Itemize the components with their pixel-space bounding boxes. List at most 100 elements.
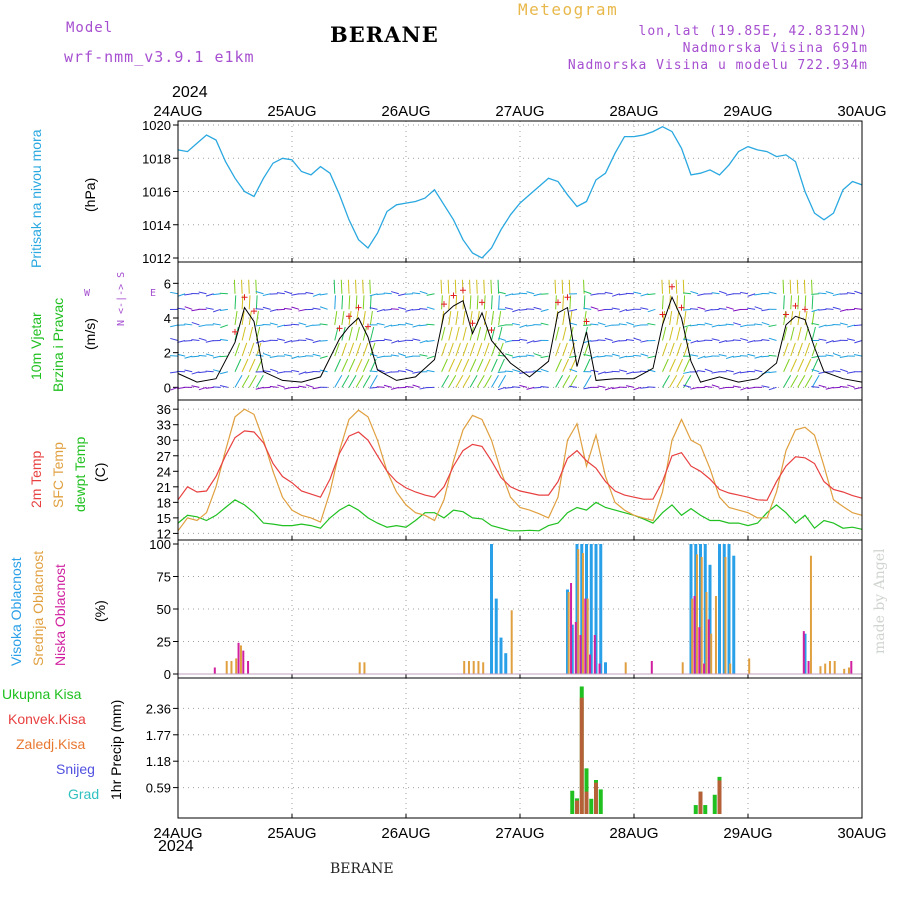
wind-arrow [690, 324, 699, 327]
wind-arrow [412, 338, 421, 342]
wind-arrow [825, 386, 834, 390]
wind-arrow [476, 279, 478, 294]
wind-arrow [241, 342, 248, 357]
wind-arrow [504, 386, 513, 389]
wind-arrow [255, 340, 264, 344]
wind-arrow [198, 354, 207, 357]
wind-arrow [212, 293, 221, 296]
wind-arrow [334, 358, 342, 372]
y-tick-label-temperature: 27 [157, 449, 171, 464]
wind-arrow [205, 353, 214, 357]
model-altitude-text: Nadmorska Visina u modelu 722.934m [567, 58, 868, 73]
wind-arrow [205, 307, 214, 310]
wind-arrow [754, 340, 763, 342]
wind-arrow [319, 306, 328, 310]
wind-arrow [511, 386, 521, 388]
y-tick-label-pressure: 1018 [142, 151, 171, 166]
wind-arrow [405, 308, 414, 312]
wind-gust-marker [469, 320, 476, 327]
wind-arrow [198, 324, 207, 327]
wind-arrow [526, 386, 535, 390]
wind-arrow [754, 369, 763, 373]
wind-arrow [818, 324, 827, 328]
wind-arrow [220, 371, 229, 375]
wind-arrow [490, 279, 492, 294]
cloud-bar-mid [577, 549, 580, 674]
x-label-top: 27AUG [495, 103, 544, 120]
wind-arrow [362, 374, 371, 388]
cloud-bar-mid [724, 557, 727, 674]
wind-arrow [412, 292, 421, 295]
wind-arrow [390, 324, 399, 327]
wind-arrow [626, 308, 635, 312]
wind-arrow [697, 306, 706, 310]
wind-arrow [761, 321, 770, 326]
wind-arrow [611, 340, 620, 343]
precip-bar-convective [594, 782, 598, 814]
wind-arrow [491, 326, 496, 341]
y-tick-label-temperature: 24 [157, 464, 171, 479]
wind-arrow [170, 324, 179, 328]
wind-arrow [847, 384, 856, 388]
wind-arrow [662, 374, 670, 388]
wind-arrow [633, 371, 642, 374]
wind-arrow [697, 323, 706, 326]
wind-arrow [711, 384, 720, 388]
wind-gust-marker [488, 327, 495, 334]
wind-gust-marker [450, 292, 457, 299]
wind-arrow [348, 311, 352, 326]
wind-arrow [583, 295, 586, 310]
wind-arrow [383, 292, 392, 295]
wind-arrow [690, 290, 699, 295]
cloud-bar-mid [230, 661, 233, 674]
wind-arrow [640, 307, 649, 310]
cloud-bar-high [689, 544, 693, 674]
wind-arrow [768, 324, 777, 327]
wind-arrow [248, 295, 251, 310]
wind-arrow [604, 324, 613, 328]
wind-arrow [604, 371, 613, 374]
wind-arrow [597, 322, 606, 326]
wind-arrow [348, 326, 353, 341]
wind-arrow [312, 386, 321, 390]
wind-arrow [191, 385, 200, 388]
wind-arrow [711, 292, 720, 295]
cloud-bar-mid [824, 663, 827, 674]
y-tick-label-pressure: 1016 [142, 185, 171, 200]
y-tick-label-wind: 2 [164, 346, 171, 361]
wind-arrow [797, 295, 800, 310]
wind-arrow [526, 324, 535, 327]
wind-arrow [284, 354, 293, 357]
wind-arrow [583, 307, 592, 310]
wind-arrow [854, 290, 863, 295]
wind-arrow [540, 322, 549, 326]
x-label-bottom: 29AUG [723, 825, 772, 842]
wind-arrow [747, 293, 756, 297]
wind-arrow [276, 338, 285, 342]
cloud-bar-mid [225, 661, 228, 674]
wind-arrow [462, 311, 466, 326]
wind-arrow [255, 311, 259, 326]
wind-arrow [219, 292, 228, 295]
wind-arrow [854, 354, 863, 357]
cloud-bar-low [237, 642, 240, 674]
wind-arrow [683, 371, 692, 374]
wind-arrow [219, 308, 228, 311]
wind-arrow [383, 324, 392, 328]
wind-arrow [540, 355, 549, 359]
wind-arrow [497, 324, 506, 327]
wind-arrow [662, 295, 664, 310]
wind-arrow [740, 371, 749, 374]
wind-arrow [583, 311, 587, 326]
wind-arrow [334, 342, 340, 357]
wind-gust-marker [441, 301, 447, 308]
page-title: BERANE [330, 22, 439, 47]
wind-arrow [234, 326, 239, 341]
wind-arrow [683, 326, 688, 341]
wind-arrow [640, 293, 649, 297]
legend-convective-rain: Konvek.Kisa [8, 711, 86, 727]
wind-arrow [448, 295, 450, 310]
wind-arrow [234, 295, 237, 310]
wind-arrow [340, 279, 343, 294]
wind-arrow [747, 340, 756, 344]
